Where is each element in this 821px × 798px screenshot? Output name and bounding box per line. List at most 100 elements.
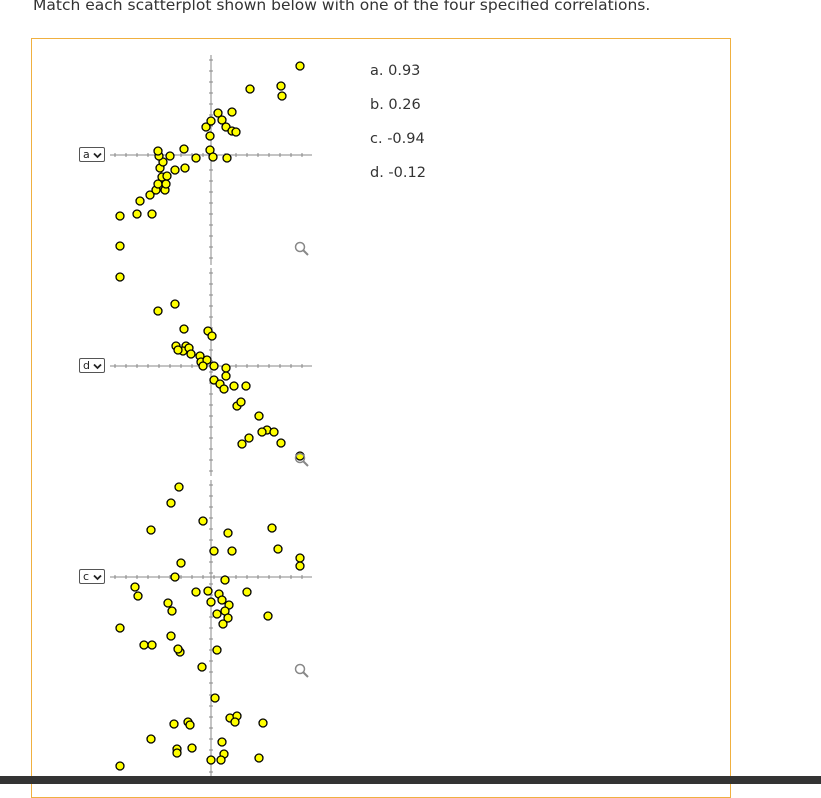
plot-3-point <box>163 598 173 608</box>
plot-1-select[interactable]: a <box>79 147 105 162</box>
plot-3-point <box>174 482 184 492</box>
answer-b: b. 0.26 <box>370 97 421 113</box>
plot-4-point <box>230 717 240 727</box>
plot-3-point <box>176 558 186 568</box>
plot-2-point <box>219 384 229 394</box>
plot-3-point <box>242 587 252 597</box>
plot-3-point <box>212 609 222 619</box>
plot-4-point <box>146 734 156 744</box>
plot-1-point <box>153 146 163 156</box>
plot-3-point <box>209 546 219 556</box>
plot-3-point <box>227 546 237 556</box>
plot-2-point <box>244 433 254 443</box>
bottom-bar <box>0 776 821 784</box>
plot-2-point <box>209 361 219 371</box>
plot-3-point <box>133 591 143 601</box>
plot-1-point <box>115 211 125 221</box>
plot-1-point <box>217 115 227 125</box>
plot-4-point <box>216 755 226 765</box>
zoom-icon[interactable] <box>294 452 309 467</box>
plot-1-point <box>213 108 223 118</box>
plot-1-point <box>179 144 189 154</box>
plot-1-point <box>208 152 218 162</box>
plot-1-point <box>295 61 305 71</box>
plot-3-point <box>197 662 207 672</box>
plot-3-point <box>170 572 180 582</box>
answer-a: a. 0.93 <box>370 63 421 79</box>
plot-2-point <box>153 306 163 316</box>
plot-3-point <box>147 640 157 650</box>
plot-2-point <box>170 299 180 309</box>
plot-2-select-value: d <box>83 359 90 372</box>
zoom-icon[interactable] <box>294 241 309 256</box>
plot-1-point <box>276 81 286 91</box>
plot-3-point <box>166 631 176 641</box>
plot-2-point <box>179 324 189 334</box>
chevron-down-icon <box>93 361 102 374</box>
plot-1-point <box>145 190 155 200</box>
plot-1-point <box>245 84 255 94</box>
plot-2-point <box>221 371 231 381</box>
plot-2-point <box>237 439 247 449</box>
plot-3-point <box>146 525 156 535</box>
plot-1-point <box>115 241 125 251</box>
plot-2-point <box>221 363 231 373</box>
plot-2-point <box>229 381 239 391</box>
plot-3-point <box>130 582 140 592</box>
plot-2-point <box>236 397 246 407</box>
plot-1-point <box>205 131 215 141</box>
answer-list: a. 0.93 b. 0.26 c. -0.94 d. -0.12 <box>370 61 426 197</box>
plot-2-point <box>269 427 279 437</box>
plot-3-point <box>295 553 305 563</box>
plot-2-point <box>198 361 208 371</box>
plot-4-point <box>169 719 179 729</box>
plot-3-point <box>263 611 273 621</box>
plot-2-point <box>173 345 183 355</box>
plot-4-point <box>185 720 195 730</box>
plot-3-point <box>206 597 216 607</box>
plot-3-point <box>203 586 213 596</box>
plot-4-point <box>187 743 197 753</box>
plot-1-point <box>147 209 157 219</box>
plot-3-point <box>220 575 230 585</box>
plot-4-point <box>115 761 125 771</box>
plot-4-point <box>254 753 264 763</box>
plot-4-point <box>217 737 227 747</box>
plot-1-point <box>191 153 201 163</box>
plot-2-point <box>254 411 264 421</box>
plot-4-point <box>172 748 182 758</box>
plot-3-select[interactable]: c <box>79 569 105 584</box>
plot-1-select-value: a <box>83 148 90 161</box>
answer-c: c. -0.94 <box>370 131 425 147</box>
plot-1-point <box>227 107 237 117</box>
plot-2-point <box>276 438 286 448</box>
plot-3-point <box>267 523 277 533</box>
plot-1-point <box>135 196 145 206</box>
plot-4-point <box>210 693 220 703</box>
zoom-icon[interactable] <box>294 663 309 678</box>
plot-3-point <box>173 644 183 654</box>
plot-2-point <box>257 427 267 437</box>
plot-3-point <box>223 528 233 538</box>
plot-2-point <box>207 331 217 341</box>
chevron-down-icon <box>93 572 102 585</box>
plot-3-point <box>295 561 305 571</box>
plot-1-point <box>132 209 142 219</box>
plot-3-point <box>273 544 283 554</box>
plot-3-point <box>223 613 233 623</box>
plot-3-select-value: c <box>83 570 90 583</box>
instruction-text: Match each scatterplot shown below with … <box>33 0 651 14</box>
plot-1-point <box>277 91 287 101</box>
plot-2-select[interactable]: d <box>79 358 105 373</box>
plot-3-point <box>139 640 149 650</box>
answer-d: d. -0.12 <box>370 165 426 181</box>
plot-1-point <box>222 153 232 163</box>
plot-4-point <box>206 755 216 765</box>
plot-2-point <box>241 381 251 391</box>
plot-1-point <box>201 122 211 132</box>
plot-1-point <box>115 272 125 282</box>
plot-1-point <box>180 163 190 173</box>
plot-2-point <box>186 349 196 359</box>
plot-1-point <box>165 151 175 161</box>
